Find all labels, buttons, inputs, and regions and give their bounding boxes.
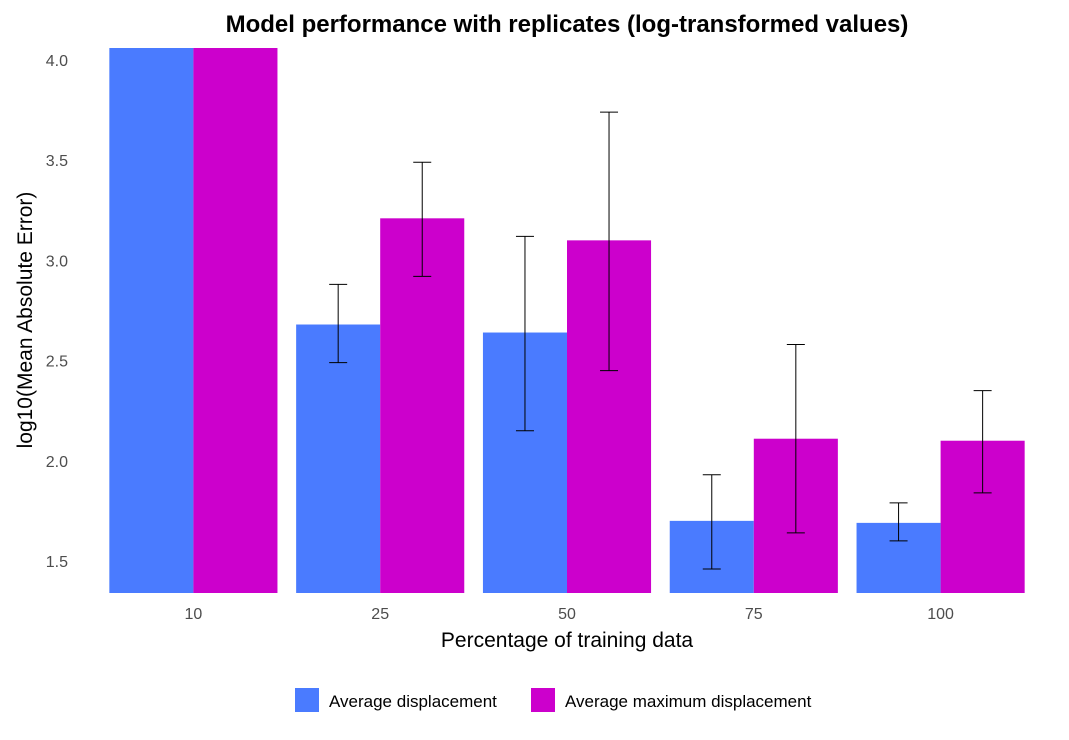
y-tick-label: 2.5 xyxy=(46,354,68,371)
legend-swatch xyxy=(531,688,555,712)
x-tick-label: 50 xyxy=(558,606,576,623)
x-axis-title: Percentage of training data xyxy=(441,629,693,652)
chart-title: Model performance with replicates (log-t… xyxy=(226,11,909,38)
x-tick-label: 75 xyxy=(745,606,763,623)
x-tick-label: 10 xyxy=(185,606,203,623)
bar xyxy=(193,48,278,593)
legend: Average displacement Average maximum disp… xyxy=(295,688,812,712)
error-bar xyxy=(329,283,348,364)
error-bar xyxy=(973,390,992,494)
bar xyxy=(296,324,381,593)
error-bar xyxy=(786,344,805,534)
error-bar xyxy=(413,161,432,277)
x-axis-ticks: 10 25 50 75 100 xyxy=(185,606,955,623)
y-tick-label: 2.0 xyxy=(46,454,68,471)
y-tick-label: 1.5 xyxy=(46,554,68,571)
legend-item: Average displacement xyxy=(295,688,497,712)
bars-group xyxy=(109,48,1025,593)
x-tick-label: 25 xyxy=(371,606,389,623)
legend-label: Average displacement xyxy=(329,692,497,711)
bar xyxy=(109,48,194,593)
bar xyxy=(380,218,465,593)
y-tick-label: 4.0 xyxy=(46,53,68,70)
x-tick-label: 100 xyxy=(927,606,954,623)
error-bar xyxy=(702,474,721,570)
legend-item: Average maximum displacement xyxy=(531,688,812,712)
error-bar xyxy=(889,502,908,542)
error-bars-group xyxy=(329,111,992,570)
y-tick-label: 3.5 xyxy=(46,153,68,170)
y-axis-ticks: 1.5 2.0 2.5 3.0 3.5 4.0 xyxy=(46,53,68,571)
y-axis-title: log10(Mean Absolute Error) xyxy=(14,192,37,449)
error-bar xyxy=(600,111,619,372)
legend-swatch xyxy=(295,688,319,712)
legend-label: Average maximum displacement xyxy=(565,692,812,711)
y-tick-label: 3.0 xyxy=(46,253,68,270)
error-bar xyxy=(515,235,534,432)
